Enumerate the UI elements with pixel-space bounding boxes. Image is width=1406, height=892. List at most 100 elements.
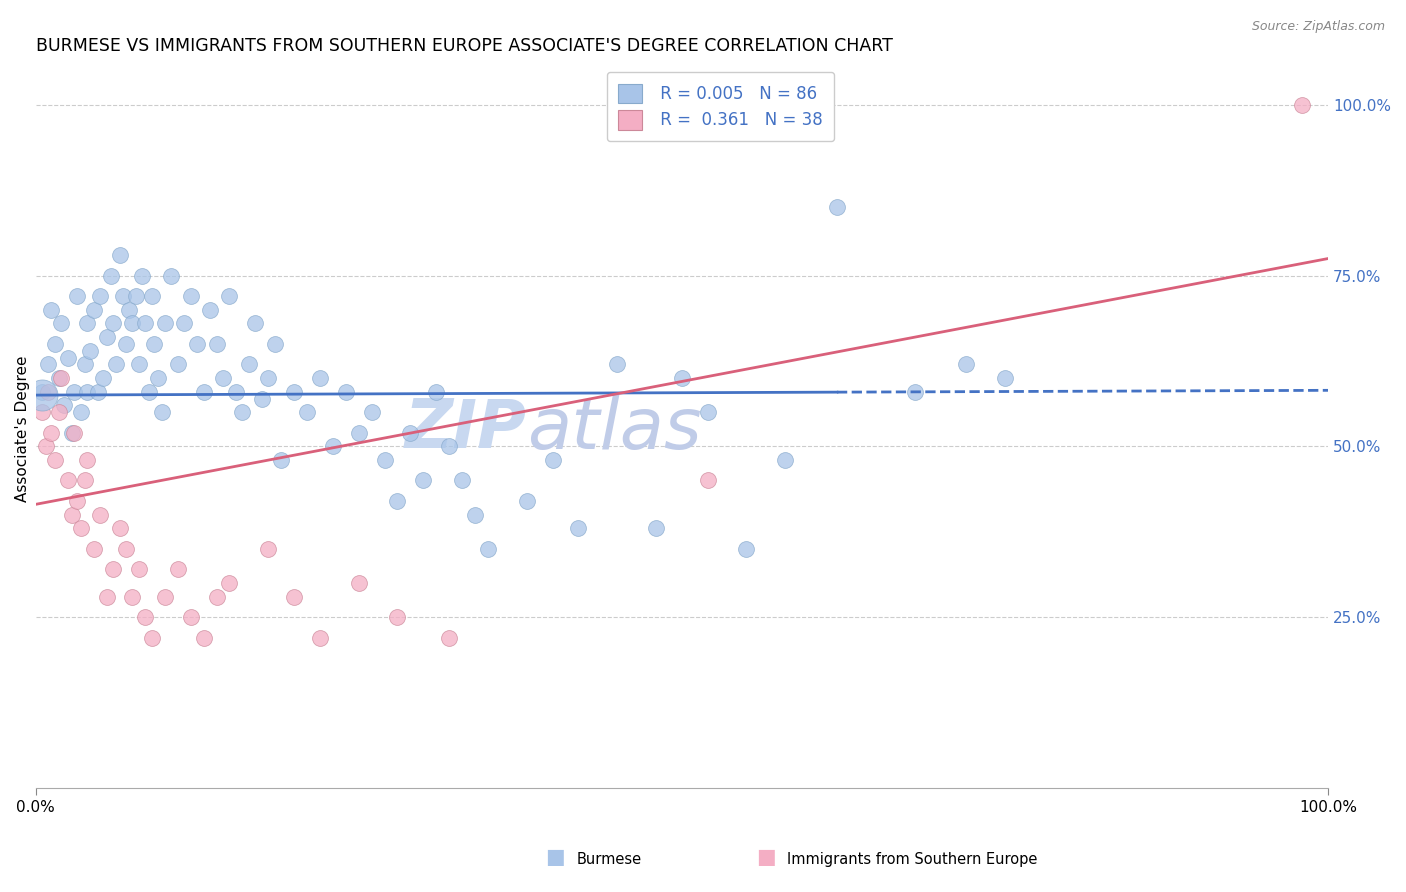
Point — [131, 268, 153, 283]
Point — [134, 317, 156, 331]
Point — [374, 453, 396, 467]
Point — [283, 590, 305, 604]
Point — [31, 388, 53, 402]
Point — [115, 541, 138, 556]
Point — [76, 384, 98, 399]
Point — [541, 453, 564, 467]
Point — [225, 384, 247, 399]
Point — [31, 405, 53, 419]
Point — [89, 289, 111, 303]
Point — [309, 371, 332, 385]
Point — [955, 357, 977, 371]
Point — [295, 405, 318, 419]
Point — [437, 439, 460, 453]
Point — [141, 289, 163, 303]
Point — [347, 425, 370, 440]
Point — [257, 371, 280, 385]
Point — [347, 575, 370, 590]
Point — [39, 425, 62, 440]
Legend:  R = 0.005   N = 86,  R =  0.361   N = 38: R = 0.005 N = 86, R = 0.361 N = 38 — [607, 72, 835, 141]
Point — [198, 302, 221, 317]
Point — [696, 474, 718, 488]
Point — [83, 541, 105, 556]
Point — [96, 330, 118, 344]
Point — [101, 317, 124, 331]
Point — [150, 405, 173, 419]
Point — [173, 317, 195, 331]
Point — [257, 541, 280, 556]
Point — [63, 384, 86, 399]
Point — [63, 425, 86, 440]
Point — [56, 351, 79, 365]
Point — [283, 384, 305, 399]
Point — [153, 317, 176, 331]
Point — [218, 575, 240, 590]
Point — [44, 453, 66, 467]
Point — [451, 474, 474, 488]
Point — [994, 371, 1017, 385]
Point — [205, 590, 228, 604]
Point — [86, 384, 108, 399]
Point — [141, 631, 163, 645]
Point — [193, 384, 215, 399]
Point — [387, 494, 409, 508]
Point — [89, 508, 111, 522]
Point — [1291, 98, 1313, 112]
Text: ZIP: ZIP — [405, 396, 527, 462]
Point — [69, 405, 91, 419]
Point — [516, 494, 538, 508]
Text: Source: ZipAtlas.com: Source: ZipAtlas.com — [1251, 20, 1385, 33]
Point — [148, 371, 170, 385]
Point — [117, 302, 139, 317]
Point — [309, 631, 332, 645]
Point — [101, 562, 124, 576]
Point — [121, 317, 143, 331]
Point — [218, 289, 240, 303]
Point — [76, 317, 98, 331]
Point — [96, 590, 118, 604]
Point — [138, 384, 160, 399]
Point — [128, 562, 150, 576]
Point — [166, 562, 188, 576]
Point — [48, 371, 70, 385]
Point — [60, 425, 83, 440]
Point — [245, 317, 267, 331]
Point — [399, 425, 422, 440]
Point — [231, 405, 253, 419]
Point — [205, 337, 228, 351]
Point — [104, 357, 127, 371]
Point — [464, 508, 486, 522]
Point — [108, 248, 131, 262]
Point — [186, 337, 208, 351]
Point — [73, 474, 96, 488]
Point — [477, 541, 499, 556]
Point — [37, 357, 59, 371]
Point — [180, 610, 202, 624]
Point — [134, 610, 156, 624]
Point — [160, 268, 183, 283]
Point — [335, 384, 357, 399]
Point — [825, 200, 848, 214]
Point — [79, 343, 101, 358]
Point — [143, 337, 166, 351]
Point — [903, 384, 925, 399]
Point — [735, 541, 758, 556]
Point — [37, 384, 59, 399]
Point — [51, 317, 73, 331]
Point — [437, 631, 460, 645]
Point — [115, 337, 138, 351]
Text: Immigrants from Southern Europe: Immigrants from Southern Europe — [787, 852, 1038, 867]
Point — [387, 610, 409, 624]
Point — [48, 405, 70, 419]
Point — [128, 357, 150, 371]
Point — [83, 302, 105, 317]
Text: atlas: atlas — [527, 395, 702, 464]
Point — [39, 302, 62, 317]
Point — [263, 337, 285, 351]
Point — [645, 521, 668, 535]
Point — [180, 289, 202, 303]
Point — [360, 405, 382, 419]
Y-axis label: Associate's Degree: Associate's Degree — [15, 356, 30, 502]
Point — [66, 494, 89, 508]
Point — [100, 268, 122, 283]
